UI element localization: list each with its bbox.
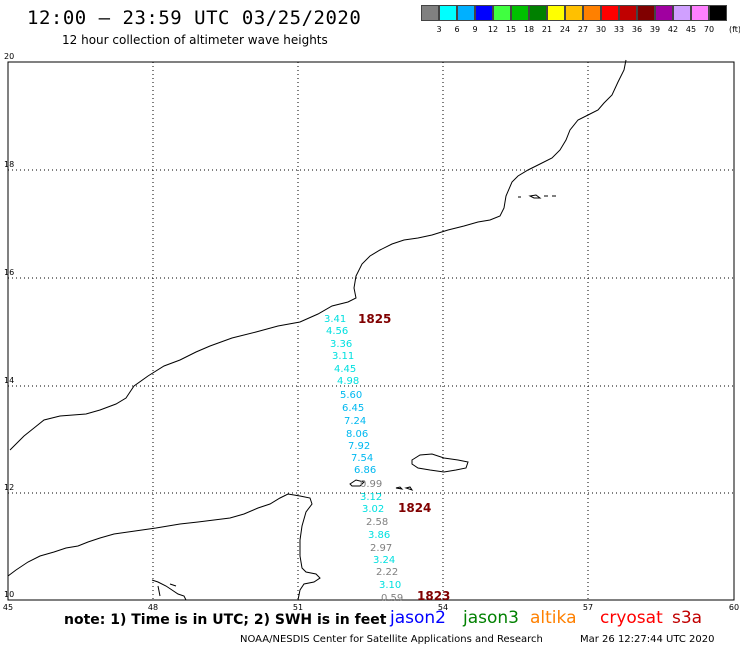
legend-tick-label: 70 xyxy=(703,25,715,34)
swh-value-label: 5.60 xyxy=(340,390,362,401)
legend-tick-label: 9 xyxy=(472,25,478,34)
legend-swatch xyxy=(547,5,565,21)
legend-tick-label: 45 xyxy=(685,25,697,34)
legend-tick-label: 36 xyxy=(631,25,643,34)
swh-value-label: 3.24 xyxy=(373,555,395,566)
swh-value-label: 3.41 xyxy=(324,314,346,325)
legend-swatch xyxy=(457,5,475,21)
legend-swatch xyxy=(691,5,709,21)
legend-tick-label: 42 xyxy=(667,25,679,34)
legend-swatch xyxy=(583,5,601,21)
legend-swatch xyxy=(619,5,637,21)
satellite-s3a-label: s3a xyxy=(672,608,703,628)
page-title: 12:00 – 23:59 UTC 03/25/2020 xyxy=(27,7,362,29)
lon-tick-label: 48 xyxy=(148,603,158,612)
map-grid xyxy=(8,62,734,600)
legend-swatch xyxy=(439,5,457,21)
swh-value-label: 3.10 xyxy=(379,580,401,591)
credit-text: NOAA/NESDIS Center for Satellite Applica… xyxy=(240,634,543,645)
swh-value-label: 6.86 xyxy=(354,465,376,476)
lat-tick-label: 12 xyxy=(4,483,14,492)
legend-swatch xyxy=(529,5,547,21)
legend-tick-label: 3 xyxy=(436,25,442,34)
lat-tick-label: 16 xyxy=(4,268,14,277)
legend-tick-label: 39 xyxy=(649,25,661,34)
map-axes: 45 48 51 54 57 60 20 18 16 14 12 10 xyxy=(3,52,739,612)
legend-swatch xyxy=(655,5,673,21)
satellite-jason3-label: jason3 xyxy=(463,608,519,628)
legend-swatch xyxy=(421,5,439,21)
lon-tick-label: 45 xyxy=(3,603,13,612)
swh-value-label: 3.36 xyxy=(330,339,352,350)
legend-swatch xyxy=(637,5,655,21)
swh-value-label: 3.11 xyxy=(332,351,354,362)
satellite-altika-label: altika xyxy=(530,608,577,628)
lon-tick-label: 51 xyxy=(293,603,303,612)
satellite-jason2-label: jason2 xyxy=(390,608,446,628)
legend-swatch xyxy=(565,5,583,21)
lat-tick-label: 18 xyxy=(4,160,14,169)
note-text: note: 1) Time is in UTC; 2) SWH is in fe… xyxy=(64,612,387,628)
swh-value-label: 3.12 xyxy=(360,492,382,503)
legend-tick-label: 21 xyxy=(541,25,553,34)
map-frame xyxy=(7,61,735,601)
swh-value-label: 8.06 xyxy=(346,429,368,440)
swh-value-label: 7.92 xyxy=(348,441,370,452)
pass-time-label: 1823 xyxy=(417,589,450,603)
legend-swatch xyxy=(493,5,511,21)
swh-value-label: 2.58 xyxy=(366,517,388,528)
pass-time-label: 1824 xyxy=(398,501,431,515)
lat-tick-label: 20 xyxy=(4,52,14,61)
legend-tick-label: 12 xyxy=(487,25,499,34)
swh-value-label: 3.02 xyxy=(362,504,384,515)
swh-value-label: 7.24 xyxy=(344,416,366,427)
swh-value-label: 0.59 xyxy=(381,593,403,604)
timestamp-text: Mar 26 12:27:44 UTC 2020 xyxy=(580,634,715,645)
swh-value-label: 2.22 xyxy=(376,567,398,578)
swh-value-label: 7.54 xyxy=(351,453,373,464)
legend-swatch xyxy=(601,5,619,21)
legend-tick-label: 33 xyxy=(613,25,625,34)
swh-value-label: 2.97 xyxy=(370,543,392,554)
pass-time-label: 1825 xyxy=(358,312,391,326)
coastline xyxy=(7,59,627,601)
satellite-cryosat-label: cryosat xyxy=(600,608,663,628)
legend-unit: (ft) xyxy=(728,25,740,34)
legend-tick-label: 18 xyxy=(523,25,535,34)
lon-tick-label: 57 xyxy=(583,603,593,612)
legend-tick-label: 15 xyxy=(505,25,517,34)
legend-tick-label: 27 xyxy=(577,25,589,34)
swh-value-label: 4.56 xyxy=(326,326,348,337)
swh-value-label: 6.45 xyxy=(342,403,364,414)
altimeter-track: 3.414.56 3.363.11 4.454.98 5.60 6.45 7.24 8.06… xyxy=(324,312,450,604)
lat-tick-label: 14 xyxy=(4,376,14,385)
lon-tick-label: 54 xyxy=(438,603,448,612)
legend-swatch xyxy=(673,5,691,21)
legend-swatch xyxy=(709,5,727,21)
page-subtitle: 12 hour collection of altimeter wave hei… xyxy=(62,33,328,47)
swh-value-label: 4.45 xyxy=(334,364,356,375)
legend-swatch xyxy=(475,5,493,21)
lat-tick-label: 10 xyxy=(4,590,14,599)
legend-tick-label: 6 xyxy=(454,25,460,34)
swh-value-label: 3.86 xyxy=(368,530,390,541)
swh-value-label: 0.99 xyxy=(360,479,382,490)
legend-swatch xyxy=(511,5,529,21)
lon-tick-label: 60 xyxy=(729,603,739,612)
legend-tick-label: 30 xyxy=(595,25,607,34)
legend-tick-label: 24 xyxy=(559,25,571,34)
swh-value-label: 4.98 xyxy=(337,376,359,387)
